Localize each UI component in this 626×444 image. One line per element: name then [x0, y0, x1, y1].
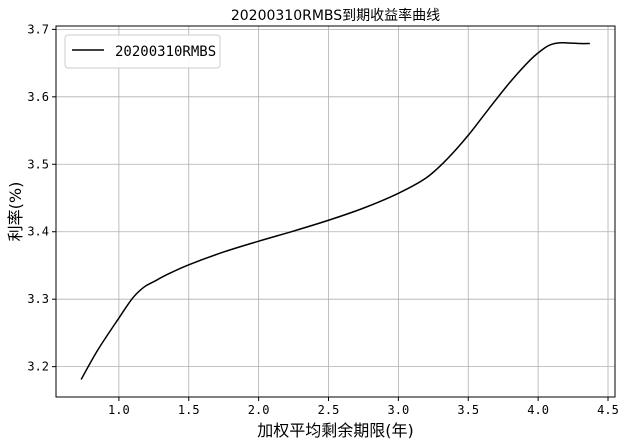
x-tick-label: 4.0 [527, 403, 549, 417]
x-tick-label: 2.5 [318, 403, 340, 417]
legend-label: 20200310RMBS [115, 44, 216, 60]
x-tick-label: 4.5 [597, 403, 619, 417]
x-axis-title: 加权平均剩余期限(年) [257, 421, 414, 440]
plot-frame [55, 25, 616, 398]
plot-layer [80, 41, 590, 380]
series-line [80, 41, 590, 380]
legend-box [64, 34, 221, 69]
x-tick-label: 1.0 [108, 403, 130, 417]
x-tick-label: 1.5 [178, 403, 200, 417]
y-tick-label: 3.3 [27, 292, 49, 306]
x-tick-label: 2.0 [248, 403, 270, 417]
x-tick-label: 3.5 [457, 403, 479, 417]
y-axis-title: 利率(%) [6, 182, 25, 242]
y-tick-label: 3.4 [27, 225, 49, 239]
tick-layer: 1.0 1.5 2.0 2.5 3.0 3.5 4.0 4.5 3.2 3.3 3.4 3.5 3.6 3… [27, 22, 619, 417]
y-tick-label: 3.7 [27, 22, 49, 36]
chart-title: 20200310RMBS到期收益率曲线 [231, 7, 440, 24]
y-tick-label: 3.5 [27, 157, 49, 171]
grid-layer [56, 26, 615, 397]
y-tick-label: 3.2 [27, 360, 49, 374]
x-tick-label: 3.0 [388, 403, 410, 417]
y-tick-label: 3.6 [27, 90, 49, 104]
legend: 20200310RMBS [64, 34, 221, 69]
